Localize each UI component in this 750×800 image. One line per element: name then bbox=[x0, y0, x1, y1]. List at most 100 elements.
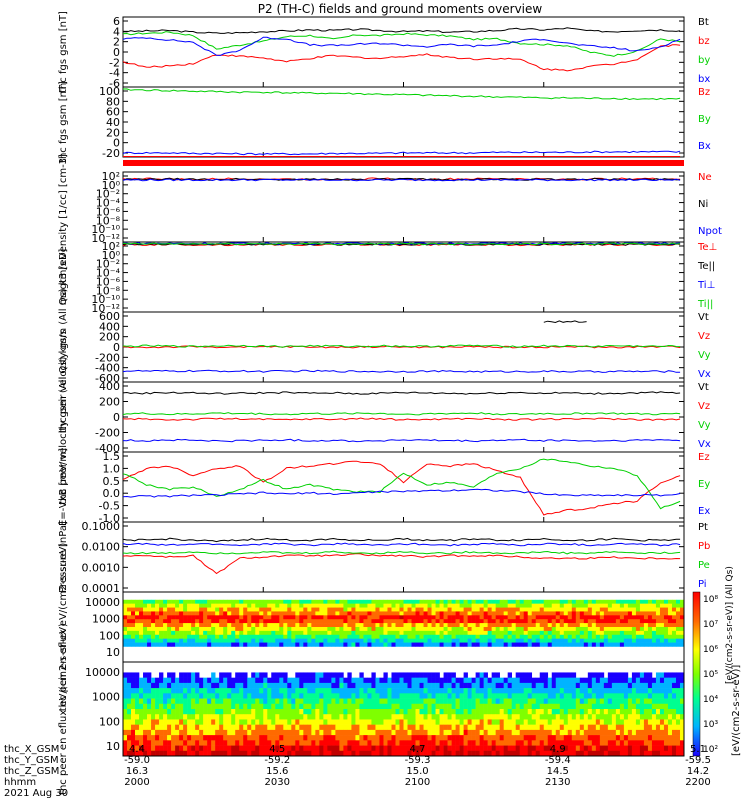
spectrogram-cell bbox=[183, 642, 188, 647]
spectrogram-cell bbox=[431, 693, 436, 699]
spectrogram-cell bbox=[527, 724, 533, 731]
spectrogram-cell bbox=[459, 603, 464, 608]
spectrogram-cell bbox=[139, 599, 144, 604]
spectrogram-cell bbox=[399, 611, 404, 616]
spectrogram-cell bbox=[535, 603, 541, 608]
spectrogram-cell bbox=[407, 603, 412, 608]
spectrogram-cell bbox=[599, 672, 605, 678]
spectrogram-cell bbox=[123, 729, 128, 736]
spectrogram-cell bbox=[583, 693, 589, 699]
spectrogram-cell bbox=[659, 603, 665, 608]
spectrogram-cell bbox=[147, 615, 152, 620]
spectrogram-cell bbox=[347, 615, 352, 620]
spectrogram-cell bbox=[243, 729, 248, 736]
spectrogram-cell bbox=[375, 719, 380, 725]
spectrogram-cell bbox=[431, 627, 436, 632]
spectrogram-cell bbox=[415, 750, 420, 757]
spectrogram-cell bbox=[567, 724, 573, 731]
spectrogram-cell bbox=[411, 682, 416, 689]
spectrogram-cell bbox=[539, 627, 545, 632]
spectrogram-cell bbox=[307, 603, 312, 608]
spectrogram-cell bbox=[183, 735, 188, 741]
spectrogram-cell bbox=[207, 698, 212, 705]
spectrogram-cell bbox=[351, 740, 356, 746]
spectrogram-cell bbox=[515, 607, 521, 612]
spectrogram-cell bbox=[259, 672, 264, 678]
spectrogram-cell bbox=[579, 703, 585, 710]
spectrogram-cell bbox=[415, 688, 420, 694]
spectrogram-cell bbox=[127, 607, 132, 612]
spectrogram-cell bbox=[143, 714, 148, 720]
spectrogram-cell bbox=[195, 619, 200, 624]
spectrogram-cell bbox=[347, 709, 352, 715]
spectrogram-cell bbox=[267, 642, 272, 647]
spectrogram-cell bbox=[219, 603, 224, 608]
spectrogram-cell bbox=[627, 682, 633, 689]
spectrogram-cell bbox=[443, 634, 448, 639]
spectrogram-cell bbox=[135, 745, 140, 752]
spectrogram-cell bbox=[627, 603, 633, 608]
spectrogram-cell bbox=[271, 745, 276, 752]
spectrogram-cell bbox=[423, 627, 428, 632]
spectrogram-cell bbox=[483, 599, 488, 604]
spectrogram-cell bbox=[619, 740, 625, 746]
spectrogram-cell bbox=[559, 703, 565, 710]
spectrogram-cell bbox=[471, 623, 476, 628]
spectrogram-cell bbox=[359, 672, 364, 678]
spectrogram-cell bbox=[127, 745, 132, 752]
colorbar-tick-label: 10⁴ bbox=[703, 695, 718, 705]
spectrogram-cell bbox=[451, 703, 456, 710]
spectrogram-cell bbox=[579, 623, 585, 628]
spectrogram-cell bbox=[503, 611, 508, 616]
spectrogram-cell bbox=[303, 682, 308, 689]
spectrogram-cell bbox=[303, 709, 308, 715]
spectrogram-cell bbox=[391, 688, 396, 694]
spectrogram-cell bbox=[411, 735, 416, 741]
spectrogram-cell bbox=[515, 724, 521, 731]
spectrogram-cell bbox=[267, 615, 272, 620]
spectrogram-cell bbox=[499, 627, 504, 632]
spectrogram-cell bbox=[539, 709, 545, 715]
spectrogram-cell bbox=[179, 607, 184, 612]
spectrogram-cell bbox=[463, 634, 468, 639]
spectrogram-cell bbox=[267, 611, 272, 616]
spectrogram-cell bbox=[183, 599, 188, 604]
spectrogram-cell bbox=[527, 615, 533, 620]
spectrogram-cell bbox=[555, 638, 561, 643]
spectrogram-cell bbox=[535, 693, 541, 699]
spectrogram-cell bbox=[467, 619, 472, 624]
spectrogram-cell bbox=[311, 729, 316, 736]
spectrogram-cell bbox=[631, 607, 637, 612]
legend-label: Vt bbox=[698, 382, 709, 393]
spectrogram-cell bbox=[247, 714, 252, 720]
spectrogram-cell bbox=[319, 709, 324, 715]
spectrogram-cell bbox=[303, 735, 308, 741]
spectrogram-cell bbox=[291, 703, 296, 710]
spectrogram-cell bbox=[459, 638, 464, 643]
spectrogram-cell bbox=[371, 599, 376, 604]
spectrogram-cell bbox=[359, 714, 364, 720]
spectrogram-cell bbox=[611, 634, 617, 639]
spectrogram-cell bbox=[443, 599, 448, 604]
spectrogram-cell bbox=[379, 599, 384, 604]
spectrogram-cell bbox=[379, 677, 384, 684]
spectrogram-cell bbox=[199, 724, 204, 731]
spectrogram-cell bbox=[499, 677, 504, 684]
spectrogram-cell bbox=[655, 677, 661, 684]
spectrogram-cell bbox=[383, 623, 388, 628]
spectrogram-cell bbox=[439, 634, 444, 639]
spectrogram-cell bbox=[347, 607, 352, 612]
spectrogram-cell bbox=[251, 619, 256, 624]
spectrogram-cell bbox=[443, 607, 448, 612]
spectrogram-cell bbox=[551, 745, 557, 752]
spectrogram-cell bbox=[231, 714, 236, 720]
spectrogram-cell bbox=[491, 714, 496, 720]
spectrogram-cell bbox=[539, 603, 545, 608]
spectrogram-cell bbox=[211, 642, 216, 647]
spectrogram-cell bbox=[635, 611, 641, 616]
spectrogram-cell bbox=[419, 627, 424, 632]
spectrogram-cell bbox=[499, 750, 504, 757]
spectrogram-cell bbox=[483, 703, 488, 710]
spectrogram-cell bbox=[123, 750, 128, 757]
spectrogram-cell bbox=[407, 630, 412, 636]
